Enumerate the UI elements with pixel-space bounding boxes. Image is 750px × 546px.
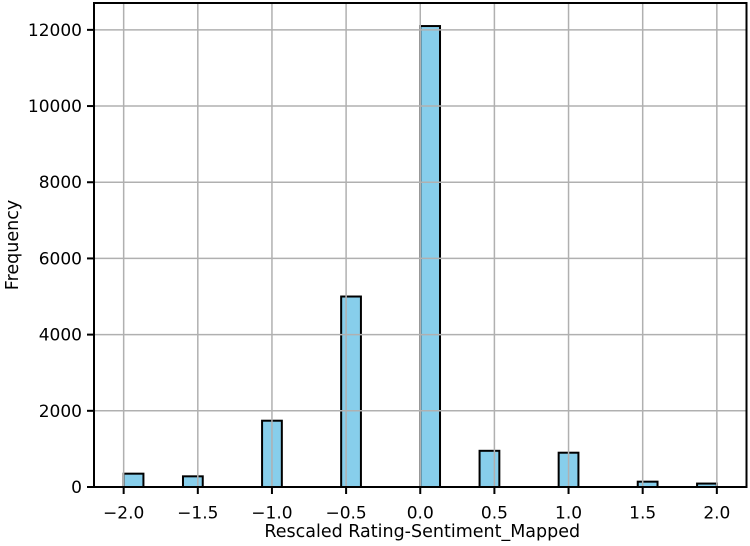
tick-marks-layer bbox=[87, 28, 718, 494]
x-tick-label: −1.0 bbox=[251, 504, 292, 524]
tick-labels-layer: −2.0 −1.5 −1.0 −0.5 0.0 0.5 1.0 1.5 2.0 0 2000 4000… bbox=[28, 21, 730, 524]
x-tick-label: 1.5 bbox=[629, 504, 656, 524]
x-tick-label: −2.0 bbox=[103, 504, 144, 524]
histogram-bar bbox=[419, 25, 442, 489]
x-tick-label: 2.0 bbox=[703, 504, 730, 524]
x-axis-label: Rescaled Rating-Sentiment_Mapped bbox=[264, 522, 580, 542]
y-tick-label: 8000 bbox=[39, 173, 82, 193]
y-tick-label: 4000 bbox=[39, 326, 82, 346]
histogram-bar bbox=[478, 449, 501, 488]
y-axis-label: Frequency bbox=[3, 200, 23, 290]
histogram-bar bbox=[122, 472, 145, 489]
histogram-bar bbox=[340, 295, 362, 488]
x-tick-label: −1.5 bbox=[177, 504, 218, 524]
x-tick-label: −0.5 bbox=[325, 504, 366, 524]
x-tick-label: 0.0 bbox=[407, 504, 434, 524]
gridlines-layer bbox=[94, 3, 747, 488]
y-tick-label: 6000 bbox=[39, 249, 82, 269]
y-tick-label: 0 bbox=[71, 478, 82, 498]
x-tick-label: 1.0 bbox=[555, 504, 582, 524]
y-tick-label: 2000 bbox=[39, 402, 82, 422]
histogram-bar bbox=[181, 475, 204, 488]
y-tick-label: 10000 bbox=[28, 97, 82, 117]
y-tick-label: 12000 bbox=[28, 21, 82, 41]
x-tick-label: 0.5 bbox=[481, 504, 508, 524]
